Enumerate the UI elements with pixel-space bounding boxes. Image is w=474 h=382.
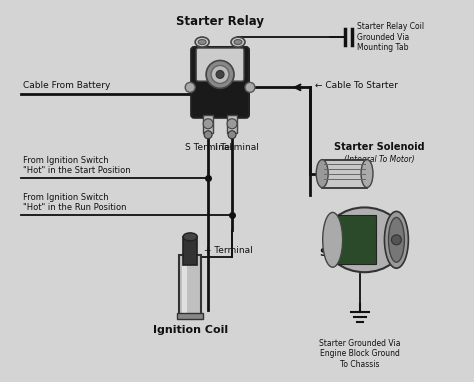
Ellipse shape — [198, 40, 206, 45]
Text: Starter Grounded Via
Engine Block Ground
To Chassis: Starter Grounded Via Engine Block Ground… — [319, 339, 401, 369]
Bar — [227, 115, 237, 133]
Text: ← Cable To Starter: ← Cable To Starter — [315, 81, 398, 90]
Text: From Ignition Switch
"Hot" in the Run Position: From Ignition Switch "Hot" in the Run Po… — [23, 193, 126, 212]
Text: Cable From Battery: Cable From Battery — [23, 81, 110, 91]
Text: Starter Relay: Starter Relay — [176, 15, 264, 28]
Circle shape — [245, 83, 255, 92]
Text: (Integral To Motor): (Integral To Motor) — [344, 155, 415, 163]
Circle shape — [216, 70, 224, 78]
FancyBboxPatch shape — [191, 47, 249, 118]
Ellipse shape — [389, 217, 404, 262]
Circle shape — [204, 131, 212, 139]
Bar — [179, 255, 201, 314]
Circle shape — [211, 65, 229, 83]
Text: From Ignition Switch
"Hot" in the Start Position: From Ignition Switch "Hot" in the Start … — [23, 155, 130, 175]
Text: I Terminal: I Terminal — [215, 142, 259, 152]
Circle shape — [228, 131, 236, 139]
Ellipse shape — [183, 233, 197, 241]
Bar — [203, 115, 213, 133]
Ellipse shape — [325, 207, 404, 272]
Bar — [322, 160, 367, 188]
Ellipse shape — [231, 37, 245, 47]
Text: + Terminal: + Terminal — [204, 246, 253, 255]
Circle shape — [203, 119, 213, 129]
Text: Starter Relay Coil
Grounded Via
Mounting Tab: Starter Relay Coil Grounded Via Mounting… — [356, 22, 424, 52]
Ellipse shape — [361, 160, 373, 188]
Bar — [183, 237, 197, 265]
Ellipse shape — [195, 37, 209, 47]
Text: S Terminal: S Terminal — [184, 142, 232, 152]
Text: Starter Motor: Starter Motor — [319, 248, 405, 258]
Circle shape — [392, 235, 401, 245]
Bar — [182, 257, 187, 312]
Ellipse shape — [384, 211, 409, 268]
Bar — [333, 215, 376, 264]
Circle shape — [206, 60, 234, 88]
Circle shape — [185, 83, 195, 92]
Ellipse shape — [316, 160, 328, 188]
Bar — [177, 312, 203, 319]
Ellipse shape — [323, 212, 343, 267]
FancyBboxPatch shape — [196, 48, 244, 81]
Ellipse shape — [234, 40, 242, 45]
Text: Ignition Coil: Ignition Coil — [153, 325, 228, 335]
Circle shape — [227, 119, 237, 129]
Text: Starter Solenoid: Starter Solenoid — [334, 142, 425, 152]
